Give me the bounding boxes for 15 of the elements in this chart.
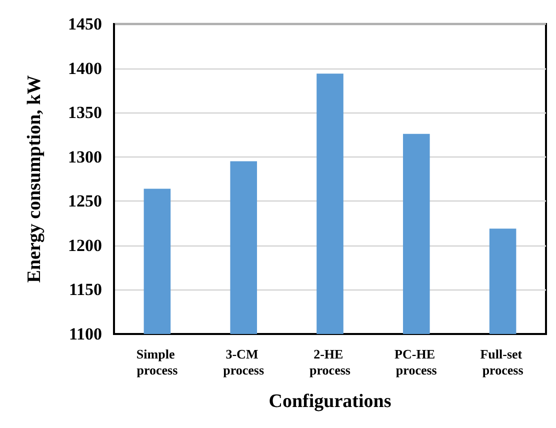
y-tick-label: 1200	[68, 236, 102, 255]
x-axis-title: Configurations	[268, 391, 392, 412]
y-tick-label: 1250	[68, 192, 102, 211]
x-tick-label: Simple process	[136, 346, 178, 378]
x-tick-label: Full-set process	[480, 346, 526, 378]
y-axis-title: Energy consumption, kW	[24, 75, 45, 283]
y-tick-label: 1150	[68, 280, 102, 300]
y-tick-label: 1350	[68, 103, 102, 122]
y-tick-label: 1450	[68, 14, 102, 34]
y-tick-label: 1300	[68, 147, 102, 166]
x-tick-label: 3-CM process	[223, 346, 264, 378]
y-tick-label: 1400	[68, 58, 102, 78]
y-tick-label: 1100	[68, 324, 102, 344]
x-tick-label: PC-HE process	[394, 346, 438, 378]
x-tick-label: 2-HE process	[310, 346, 350, 378]
